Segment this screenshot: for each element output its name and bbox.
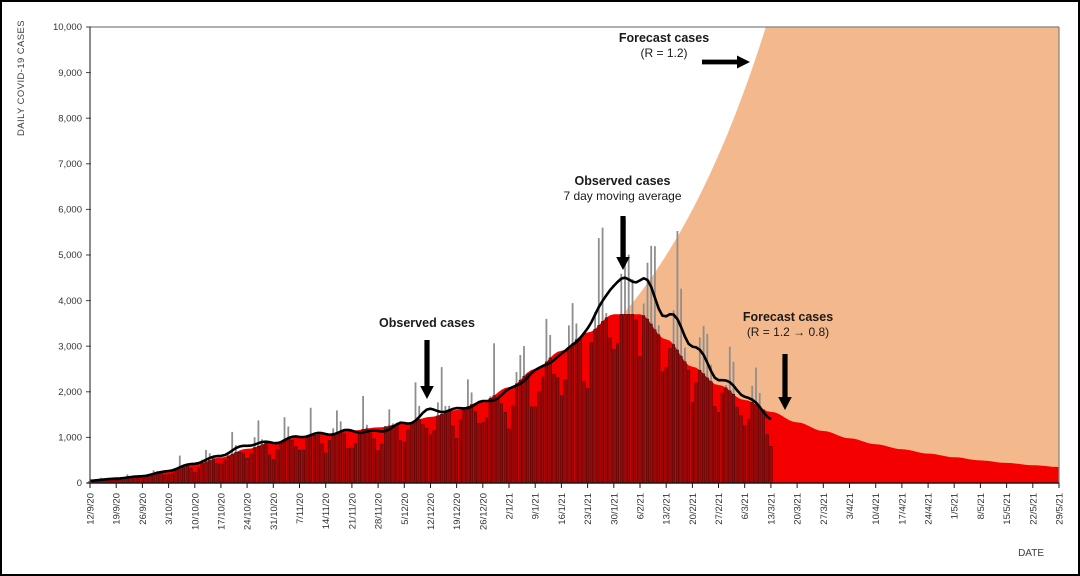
svg-text:0: 0 — [77, 478, 82, 489]
svg-text:26/12/20: 26/12/20 — [478, 493, 489, 530]
annotation-forecast-r12-sub: (R = 1.2) — [640, 46, 688, 60]
svg-text:2/1/21: 2/1/21 — [505, 493, 516, 519]
svg-text:22/5/21: 22/5/21 — [1028, 493, 1039, 525]
svg-text:1/5/21: 1/5/21 — [950, 493, 961, 519]
svg-text:20/2/21: 20/2/21 — [688, 493, 699, 525]
x-axis-title: DATE — [1018, 548, 1044, 559]
svg-text:2,000: 2,000 — [58, 387, 82, 398]
svg-text:10/10/20: 10/10/20 — [190, 493, 201, 530]
svg-text:13/3/21: 13/3/21 — [766, 493, 777, 525]
svg-text:10/4/21: 10/4/21 — [871, 493, 882, 525]
moving-average-line — [89, 276, 772, 482]
svg-text:14/11/20: 14/11/20 — [321, 493, 332, 529]
x-axis-tick-labels: 12/9/20 19/9/20 26/9/20 3/10/20 10/10/20 17/1… — [86, 493, 1066, 530]
observed-arrow-icon — [420, 340, 434, 399]
svg-text:9,000: 9,000 — [58, 68, 82, 79]
svg-text:5,000: 5,000 — [58, 250, 82, 261]
svg-text:3/10/20: 3/10/20 — [164, 493, 175, 525]
svg-text:17/4/21: 17/4/21 — [897, 493, 908, 525]
svg-text:4,000: 4,000 — [58, 296, 82, 307]
svg-text:27/3/21: 27/3/21 — [819, 493, 830, 525]
svg-text:12/12/20: 12/12/20 — [426, 493, 437, 530]
svg-text:6/3/21: 6/3/21 — [740, 493, 751, 519]
svg-text:5/12/20: 5/12/20 — [400, 493, 411, 525]
annotation-forecast-r08: Forecast cases (R = 1.2 → 0.8) — [702, 310, 874, 340]
svg-text:6/2/21: 6/2/21 — [636, 493, 647, 519]
svg-text:19/12/20: 19/12/20 — [452, 493, 463, 530]
y-axis-ticks — [86, 26, 91, 484]
svg-text:6,000: 6,000 — [58, 205, 82, 216]
svg-text:15/5/21: 15/5/21 — [1002, 493, 1013, 525]
svg-text:12/9/20: 12/9/20 — [86, 493, 97, 525]
annotation-observed-ma: Observed cases 7 day moving average — [530, 174, 715, 204]
x-axis-ticks — [89, 483, 1060, 488]
svg-text:19/9/20: 19/9/20 — [112, 493, 123, 525]
svg-text:24/4/21: 24/4/21 — [924, 493, 935, 525]
y-axis-tick-labels: 0 1,000 2,000 3,000 4,000 5,000 6,000 7,000 8,00… — [53, 22, 82, 489]
svg-text:23/1/21: 23/1/21 — [583, 493, 594, 525]
svg-text:1,000: 1,000 — [58, 433, 82, 444]
svg-text:29/5/21: 29/5/21 — [1055, 493, 1066, 525]
svg-text:20/3/21: 20/3/21 — [793, 493, 804, 525]
annotation-observed-ma-title: Observed cases — [574, 174, 671, 188]
svg-text:3/4/21: 3/4/21 — [845, 493, 856, 519]
svg-text:7/11/20: 7/11/20 — [295, 493, 306, 524]
svg-text:10,000: 10,000 — [53, 22, 82, 33]
svg-text:31/10/20: 31/10/20 — [269, 493, 280, 530]
svg-text:8,000: 8,000 — [58, 113, 82, 124]
svg-text:30/1/21: 30/1/21 — [609, 493, 620, 525]
annotation-forecast-r12-title: Forecast cases — [618, 31, 710, 45]
svg-text:21/11/20: 21/11/20 — [347, 493, 358, 529]
svg-text:24/10/20: 24/10/20 — [243, 493, 254, 530]
svg-text:13/2/21: 13/2/21 — [662, 493, 673, 525]
forecast-r12-arrow-icon — [702, 55, 750, 69]
observed-ma-arrow-icon — [616, 216, 630, 270]
svg-text:3,000: 3,000 — [58, 341, 82, 352]
y-axis-title: DAILY COVID-19 CASES — [16, 20, 27, 136]
svg-text:26/9/20: 26/9/20 — [138, 493, 149, 525]
svg-text:9/1/21: 9/1/21 — [531, 493, 542, 519]
svg-text:27/2/21: 27/2/21 — [714, 493, 725, 525]
svg-text:8/5/21: 8/5/21 — [976, 493, 987, 519]
svg-text:28/11/20: 28/11/20 — [374, 493, 385, 529]
forecast-r08-arrow-icon — [778, 354, 792, 410]
annotation-forecast-r12: Forecast cases (R = 1.2) — [574, 31, 754, 61]
annotation-forecast-r08-sub: (R = 1.2 → 0.8) — [746, 325, 830, 339]
annotation-observed-title: Observed cases — [379, 316, 475, 330]
annotation-observed-ma-sub: 7 day moving average — [563, 189, 682, 203]
svg-text:17/10/20: 17/10/20 — [216, 493, 227, 530]
annotation-observed: Observed cases — [342, 316, 512, 331]
annotation-forecast-r08-title: Forecast cases — [742, 310, 834, 324]
svg-text:7,000: 7,000 — [58, 159, 82, 170]
svg-text:16/1/21: 16/1/21 — [557, 493, 568, 525]
